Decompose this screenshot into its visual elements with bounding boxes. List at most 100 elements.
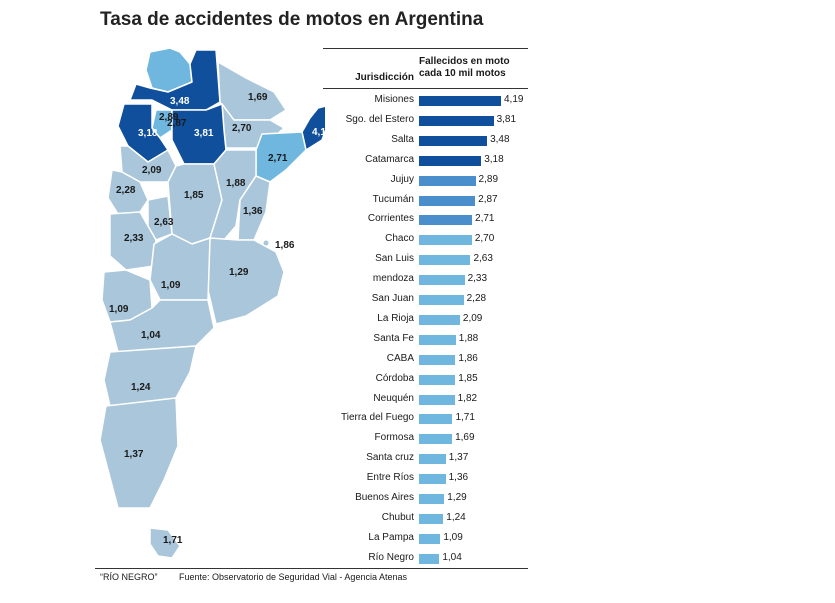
bar [419,314,460,325]
bar-row: Córdoba 1,85 [323,370,528,390]
bar-value-label: 1,88 [458,332,479,344]
bar-row: Chubut 1,24 [323,509,528,529]
map-label-catamarca: 3,18 [138,128,158,139]
bar [419,275,465,286]
map-label-caba: 1,86 [275,240,295,251]
bar-category-label: Santa Fe [373,332,414,344]
bar-row: Formosa 1,69 [323,429,528,449]
bar-row: La Pampa 1,09 [323,529,528,549]
bar-value-label: 1,24 [446,511,466,523]
bar-category-label: Jujuy [390,173,414,185]
map-label-jujuy: 2,89 [159,112,179,123]
map-region-santa-fe [209,149,257,241]
bar-category-label: Neuquén [373,392,414,404]
bar-category-label: Santa cruz [366,452,414,464]
bar [419,155,482,166]
bar-value-label: 1,86 [458,352,478,364]
bar-value-label: 1,69 [455,432,475,444]
map-region-misiones [301,105,325,151]
map-label-tucuman: 2,87 [167,118,187,129]
map-region-chubut [103,345,197,407]
bar-row: Corrientes 2,71 [323,210,528,230]
bar-category-label: Chaco [385,233,414,245]
bar-category-label: San Luis [375,253,414,265]
bar-row: CABA 1,86 [323,350,528,370]
bar-row: Buenos Aires 1,29 [323,489,528,509]
bar [419,334,456,345]
bar [419,354,456,365]
bar-value-label: 2,28 [466,293,487,304]
bar-category-label: La Rioja [377,312,414,324]
bar [419,434,453,445]
footer-source: Fuente: Observatorio de Seguridad Vial -… [179,572,407,582]
bar-category-label: Misiones [374,94,414,105]
map-label-chubut: 1,24 [131,382,151,393]
map-label-misiones: 4,19 [312,127,325,138]
bar-category-label: Catamarca [365,153,414,165]
map-region-la-pampa [149,233,211,301]
bar-category-label: Buenos Aires [355,492,414,503]
bar-value-label: 2,09 [462,312,483,324]
map-label-san-luis: 2,63 [154,217,174,228]
bar-category-label: Tucumán [372,193,414,205]
bar [419,135,488,146]
footer-rule [95,568,528,569]
bar-value-label: 3,18 [484,153,504,165]
map-region-san-luis [147,195,173,241]
bar-category-label: Tierra del Fuego [341,412,414,424]
map-region-san-juan [107,169,149,215]
bar [419,115,494,126]
map-label-buenos-aires: 1,29 [229,267,249,278]
bar-category-label: Chubut [381,511,414,523]
bar-row: Santa cruz 1,37 [323,449,528,469]
map-label-sgo-del-estero: 3,81 [194,128,214,139]
bar-category-label: Río Negro [368,551,414,563]
bar [419,533,441,544]
map-region-caba [263,240,269,246]
map-region-santa-cruz [99,397,179,509]
footer-note: “RÍO NEGRO” [100,572,158,582]
map-label-mendoza: 2,33 [124,233,144,244]
bar [419,195,476,206]
bar-value-label: 1,09 [443,531,463,543]
bar-value-label: 1,85 [458,372,478,384]
bar-row: San Juan 2,28 [323,290,528,310]
map-label-neuquen: 1,09 [109,304,129,315]
bar-category-label: Sgo. del Estero [345,113,414,125]
map-label-santa-fe: 1,88 [226,178,246,189]
bar-row: Chaco 2,70 [323,230,528,250]
bar-row: Tierra del Fuego 1,71 [323,409,528,429]
bar-category-label: San Juan [371,293,414,304]
bar-category-label: La Pampa [368,531,414,543]
bar [419,175,476,186]
bar-row: San Luis 2,63 [323,250,528,270]
bar-row: Río Negro 1,04 [323,549,528,569]
bar-category-label: Corrientes [367,213,414,225]
bar-value-label: 1,82 [457,392,478,404]
bar-row: Catamarca 3,18 [323,151,528,171]
map-label-rio-negro: 1,04 [141,330,161,341]
bar-value-label: 2,70 [474,233,495,245]
bar-value-label: 1,36 [448,472,469,484]
bar-row: Tucumán 2,87 [323,191,528,211]
bar-value-label: 2,63 [473,253,493,265]
bar-row: La Rioja 2,09 [323,310,528,330]
bar-row: mendoza 2,33 [323,270,528,290]
header-jurisdiction: Jurisdicción [355,72,414,83]
bar-value-label: 1,37 [448,452,469,464]
map-label-chaco: 2,70 [232,123,252,134]
header-top-rule [323,48,528,49]
bar [419,235,472,246]
bar-value-label: 3,48 [490,133,510,145]
map-label-salta: 3,48 [170,96,190,107]
chart-title: Tasa de accidentes de motos en Argentina [100,9,484,30]
bar [419,394,455,405]
map-label-entre-rios: 1,36 [243,206,263,217]
bar-category-label: CABA [386,352,414,364]
bar-category-label: mendoza [372,273,414,285]
bar [419,553,440,564]
header-bottom-rule [323,88,528,89]
bar-row: Entre Ríos 1,36 [323,469,528,489]
bar-value-label: 2,71 [475,213,495,225]
bar-row: Neuquén 1,82 [323,390,528,410]
